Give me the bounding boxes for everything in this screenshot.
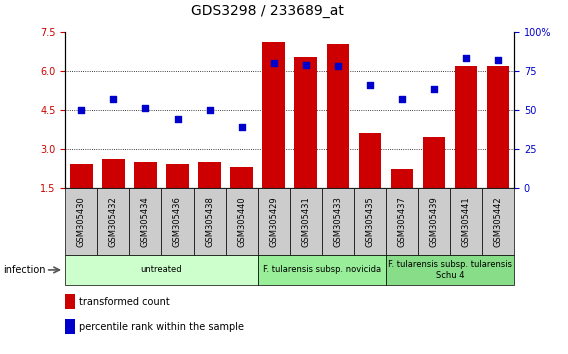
Point <box>494 57 503 63</box>
Bar <box>225 188 258 255</box>
Bar <box>423 137 445 188</box>
Point <box>333 63 343 69</box>
Point <box>77 107 86 113</box>
Text: GSM305435: GSM305435 <box>365 196 374 247</box>
Text: GSM305442: GSM305442 <box>494 196 503 247</box>
Bar <box>294 57 317 188</box>
Point <box>109 96 118 102</box>
Point <box>365 82 374 88</box>
Bar <box>161 188 194 255</box>
Bar <box>258 255 386 285</box>
Text: GSM305438: GSM305438 <box>205 196 214 247</box>
Bar <box>358 133 381 188</box>
Bar <box>258 188 290 255</box>
Text: GSM305430: GSM305430 <box>77 196 86 247</box>
Text: percentile rank within the sample: percentile rank within the sample <box>79 322 244 332</box>
Text: GSM305439: GSM305439 <box>429 196 438 247</box>
Bar <box>130 188 161 255</box>
Bar <box>134 162 157 188</box>
Bar <box>327 44 349 188</box>
Text: GSM305436: GSM305436 <box>173 196 182 247</box>
Point <box>237 124 246 130</box>
Bar <box>418 188 450 255</box>
Bar <box>65 255 258 285</box>
Point <box>461 56 470 61</box>
Text: GSM305429: GSM305429 <box>269 196 278 247</box>
Point <box>397 96 406 102</box>
Text: F. tularensis subsp. tularensis
Schu 4: F. tularensis subsp. tularensis Schu 4 <box>388 260 512 280</box>
Bar <box>487 65 509 188</box>
Text: GSM305432: GSM305432 <box>109 196 118 247</box>
Bar <box>450 188 482 255</box>
Point <box>429 87 438 92</box>
Bar <box>102 159 124 188</box>
Bar <box>97 188 130 255</box>
Bar <box>231 167 253 188</box>
Bar <box>194 188 225 255</box>
Text: GSM305441: GSM305441 <box>461 196 470 247</box>
Bar <box>198 162 221 188</box>
Text: transformed count: transformed count <box>79 297 169 307</box>
Text: GDS3298 / 233689_at: GDS3298 / 233689_at <box>191 4 344 18</box>
Bar <box>70 164 93 188</box>
Text: GSM305434: GSM305434 <box>141 196 150 247</box>
Point <box>301 62 310 67</box>
Bar <box>262 42 285 188</box>
Bar <box>65 188 97 255</box>
Bar <box>386 188 418 255</box>
Bar <box>482 188 514 255</box>
Bar <box>455 65 477 188</box>
Bar <box>65 295 75 309</box>
Point <box>141 105 150 111</box>
Text: GSM305431: GSM305431 <box>301 196 310 247</box>
Bar <box>321 188 354 255</box>
Bar <box>290 188 321 255</box>
Bar <box>166 164 189 188</box>
Text: F. tularensis subsp. novicida: F. tularensis subsp. novicida <box>262 266 381 274</box>
Text: GSM305440: GSM305440 <box>237 196 246 247</box>
Text: GSM305437: GSM305437 <box>398 196 406 247</box>
Text: untreated: untreated <box>141 266 182 274</box>
Bar <box>391 170 413 188</box>
Bar <box>65 319 75 334</box>
Bar <box>386 255 514 285</box>
Bar <box>354 188 386 255</box>
Text: GSM305433: GSM305433 <box>333 196 343 247</box>
Text: infection: infection <box>3 265 45 275</box>
Point <box>173 116 182 122</box>
Point <box>205 107 214 113</box>
Point <box>269 60 278 66</box>
